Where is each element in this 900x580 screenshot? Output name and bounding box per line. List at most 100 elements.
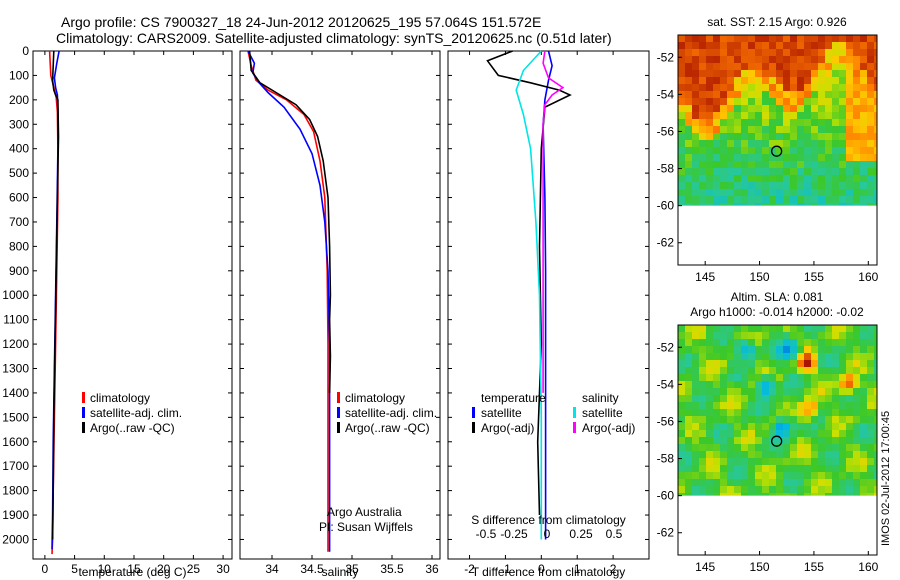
sla_map-cell — [825, 430, 832, 437]
sla_map-cell — [839, 346, 846, 353]
salinity-profile-panel: 34 34.5 35 35.5 36salinityclimatologysatelli… — [239, 50, 441, 579]
sla_map-cell — [874, 388, 877, 395]
sla_map-cell — [685, 451, 692, 458]
sla_map-cell — [825, 458, 832, 465]
sst_map-cell — [685, 77, 692, 84]
salinity-diff-tick-label: 0.5 — [606, 527, 623, 541]
sst_map-cell — [755, 35, 762, 42]
sla_map-cell — [867, 409, 874, 416]
sla_map-cell — [839, 374, 846, 381]
sst_map-cell — [706, 35, 713, 42]
sst_map-cell — [783, 147, 790, 154]
sla_map-cell — [853, 472, 860, 479]
sla_map-cell — [741, 409, 748, 416]
sst_map-cell — [692, 175, 699, 182]
sst_map-cell — [874, 70, 877, 77]
sla_map-cell — [769, 479, 776, 486]
sla_map-cell — [811, 479, 818, 486]
sst_map-cell — [748, 154, 755, 161]
sst_map-cell — [804, 189, 811, 196]
sla_map-cell — [811, 339, 818, 346]
sst_map-cell — [776, 161, 783, 168]
sst_map-cell — [818, 98, 825, 105]
sla_map-cell — [748, 437, 755, 444]
sst_map-cell — [755, 175, 762, 182]
sla_map-cell — [776, 339, 783, 346]
sst_map-cell — [734, 84, 741, 91]
sst_map-cell — [713, 91, 720, 98]
sst_map-cell — [720, 133, 727, 140]
sst_map-cell — [867, 196, 874, 203]
sst_map-cell — [846, 56, 853, 63]
temperature-legend-swatch — [82, 392, 85, 403]
sla_map-cell — [818, 395, 825, 402]
sla_map-cell — [678, 332, 685, 339]
sst_map-cell — [720, 154, 727, 161]
sst_map-cell — [727, 175, 734, 182]
sst_map-cell — [874, 91, 877, 98]
sst_map-cell — [818, 203, 825, 206]
sst_map-cell — [727, 35, 734, 42]
sst_map-cell — [860, 147, 867, 154]
sla_map-cell — [839, 437, 846, 444]
sst_map-cell — [860, 189, 867, 196]
sla_map-cell — [713, 339, 720, 346]
sst_map-cell — [706, 119, 713, 126]
sst_map-cell — [769, 84, 776, 91]
sla_map-cell — [762, 374, 769, 381]
sla_map-cell — [741, 402, 748, 409]
depth-tick-label: 200 — [9, 93, 29, 107]
sst_map-cell — [727, 147, 734, 154]
sst_map-cell — [867, 182, 874, 189]
sst_map-cell — [706, 133, 713, 140]
sla_map-cell — [748, 493, 755, 496]
sla_map-cell — [678, 493, 685, 496]
sst_map-cell — [699, 119, 706, 126]
sla_map-cell — [818, 472, 825, 479]
sst_map-cell — [811, 119, 818, 126]
sla_map-cell — [685, 479, 692, 486]
sst_map-cell — [678, 182, 685, 189]
sla_map-cell — [685, 325, 692, 332]
sst_map-cell — [776, 112, 783, 119]
sst_map-cell — [818, 168, 825, 175]
sst_map-cell — [720, 175, 727, 182]
sla_map-cell — [762, 416, 769, 423]
sst_map-cell — [867, 126, 874, 133]
sla_map-cell — [692, 437, 699, 444]
sst_map-cell — [699, 182, 706, 189]
sla_map-cell — [748, 353, 755, 360]
sst_map-cell — [762, 98, 769, 105]
salinity-xtick-label: 36 — [425, 562, 439, 576]
sst_map-cell — [755, 154, 762, 161]
sla_map-cell — [720, 465, 727, 472]
difference-series-line — [542, 50, 565, 393]
sla_map-cell — [734, 486, 741, 493]
sla_map-cell — [825, 472, 832, 479]
sst_map-cell — [706, 203, 713, 206]
sla_map-cell — [734, 423, 741, 430]
sst_map-cell — [790, 49, 797, 56]
sst_map-cell — [776, 203, 783, 206]
sst_map-cell — [839, 70, 846, 77]
sst_map-cell — [790, 70, 797, 77]
sla_map-cell — [839, 451, 846, 458]
depth-tick-label: 100 — [9, 68, 29, 82]
sla_map-cell — [832, 332, 839, 339]
sst_map-cell — [706, 147, 713, 154]
sst_map-cell — [797, 49, 804, 56]
sst_map-cell — [720, 203, 727, 206]
sst_map-cell — [685, 63, 692, 70]
sla_map-cell — [867, 458, 874, 465]
sla_map-cell — [734, 416, 741, 423]
sst_map-cell — [769, 154, 776, 161]
sla_map-cell — [692, 374, 699, 381]
sla-map-title: Altim. SLA: 0.081 — [731, 290, 824, 304]
sla_map-cell — [762, 493, 769, 496]
sla_map-cell — [706, 332, 713, 339]
sla_map-cell — [685, 339, 692, 346]
sla_map-cell — [699, 346, 706, 353]
sla_map-cell — [839, 402, 846, 409]
sst_map-cell — [720, 98, 727, 105]
